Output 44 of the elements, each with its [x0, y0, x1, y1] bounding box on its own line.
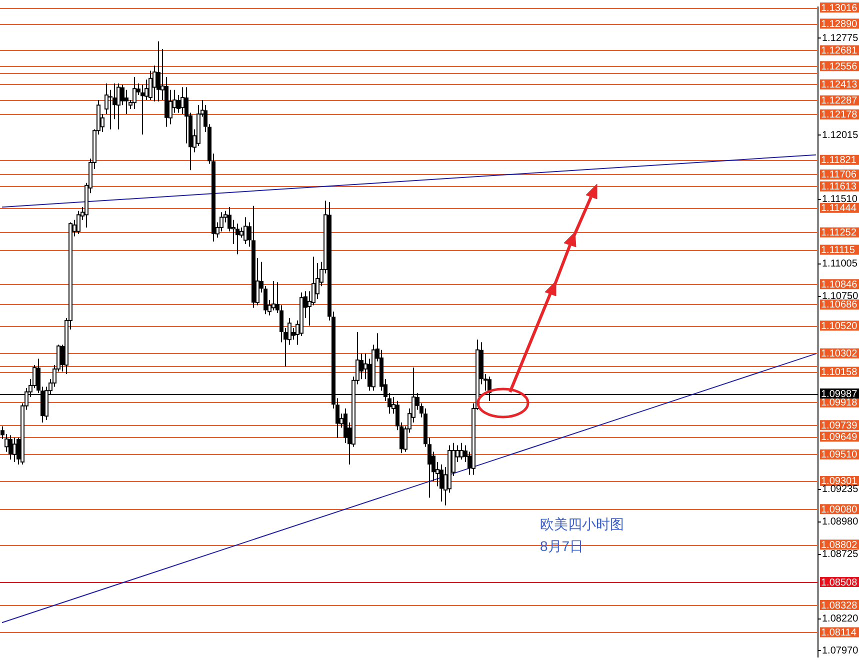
ref-line-label: 1.12413: [821, 80, 858, 91]
ref-line-label: 1.09649: [821, 432, 858, 443]
y-tick-label: 1.08725: [822, 549, 859, 560]
ref-line-label: 1.11444: [821, 203, 857, 214]
ref-line-label: 1.09739: [821, 420, 858, 432]
ref-line-label: 1.12556: [821, 61, 858, 72]
ref-line-label: 1.10520: [821, 320, 858, 332]
annotation: 欧美四小时图: [540, 516, 624, 534]
y-tick-label: 1.08220: [822, 614, 859, 625]
ref-line-label: 1.12287: [821, 96, 858, 107]
ref-line-label: 1.08114: [821, 628, 857, 639]
ref-line-label: 1.12890: [821, 18, 858, 30]
candlestick: [440, 464, 444, 502]
ref-line-label: 1.09918: [821, 398, 858, 409]
ref-line-label: 1.10302: [821, 348, 858, 360]
ref-line-label: 1.13016: [821, 2, 858, 14]
y-tick-label: 1.11510: [822, 194, 858, 206]
candlestick: [8, 434, 12, 460]
y-tick-label: 1.07970: [822, 645, 859, 656]
y-tick-label: 1.12015: [822, 130, 859, 141]
ref-line-label: 1.12178: [821, 110, 858, 121]
candlestick: [236, 223, 240, 255]
y-tick-label: 1.08980: [822, 516, 859, 528]
ref-line-label: 1.11821: [821, 155, 857, 166]
ref-line-label: 1.10686: [821, 300, 858, 311]
candlestick: [156, 40, 160, 102]
ref-line-label: 1.11115: [821, 245, 856, 256]
candlestick: [124, 89, 128, 115]
ref-line-label: 1.09080: [821, 504, 858, 516]
ref-line-label: 1.10158: [821, 367, 858, 378]
ref-line-label: 1.12681: [821, 45, 858, 56]
ref-line-label: 1.11706: [821, 170, 857, 181]
ref-line-label: 1.11252: [821, 228, 857, 239]
ref-line-label: 1.08328: [821, 600, 858, 612]
ref-line-label: 1.10846: [821, 279, 858, 290]
ref-line-label: 1.09510: [821, 450, 858, 461]
ref-line-label: 1.11613: [821, 182, 857, 193]
candlestick: [140, 84, 144, 135]
y-tick-label: 1.11005: [822, 258, 858, 270]
ref-line-label: 1.08508: [821, 577, 858, 588]
candlestick: [360, 353, 364, 380]
ref-line-label: 1.09987: [821, 388, 858, 400]
ref-line-label: 1.08802: [821, 540, 858, 551]
y-tick-label: 1.12775: [822, 32, 859, 44]
